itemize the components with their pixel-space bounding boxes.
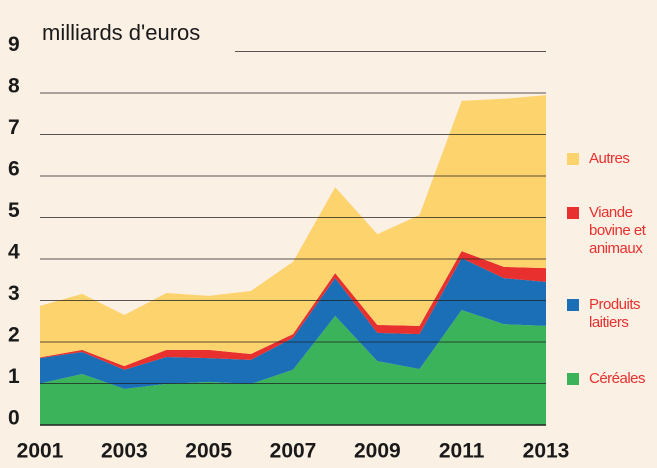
legend-swatch (567, 207, 579, 219)
x-tick-label: 2005 (185, 440, 232, 463)
legend-label: Autres (589, 150, 630, 167)
legend-label: Viande bovine et animaux (589, 204, 646, 257)
area (40, 258, 546, 389)
y-tick-label: 2 (8, 324, 20, 347)
y-tick-label: 3 (8, 282, 20, 305)
y-tick-label: 9 (8, 33, 20, 56)
legend-swatch (567, 373, 579, 385)
x-tick-label: 2007 (270, 440, 317, 463)
legend-label: Produits laitiers (589, 296, 641, 331)
y-tick-label: 6 (8, 158, 20, 181)
y-tick-label: 4 (8, 241, 20, 264)
x-tick-label: 2011 (439, 440, 485, 463)
x-tick-label: 2009 (354, 440, 401, 463)
x-tick-label: 2001 (17, 440, 64, 463)
legend-swatch (567, 299, 579, 311)
area (40, 95, 546, 367)
chart-title: milliards d'euros (42, 20, 200, 45)
area (40, 310, 546, 425)
x-tick-label: 2013 (523, 440, 570, 463)
y-tick-label: 7 (8, 116, 20, 139)
y-tick-label: 5 (8, 199, 20, 222)
x-tick-label: 2003 (101, 440, 148, 463)
y-tick-label: 1 (8, 365, 20, 388)
legend-label: Céréales (589, 370, 646, 387)
legend-swatch (567, 153, 579, 165)
y-tick-label: 0 (8, 407, 20, 430)
y-tick-label: 8 (8, 75, 20, 98)
